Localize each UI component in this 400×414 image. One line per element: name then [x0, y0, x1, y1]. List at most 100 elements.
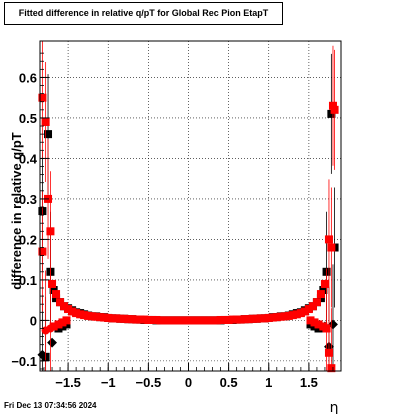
data-point-square [58, 322, 67, 331]
data-point-square [228, 315, 237, 324]
data-point-square [300, 307, 309, 316]
data-point-square [240, 315, 249, 324]
x-tick-label: −1 [101, 375, 116, 390]
data-point-square [288, 311, 297, 320]
data-point-square [116, 314, 125, 323]
data-point-square [327, 364, 336, 373]
data-point-square [108, 314, 117, 323]
data-point-square [80, 311, 89, 320]
data-point-square [52, 294, 61, 303]
data-point-square [236, 315, 245, 324]
data-point-square [220, 315, 229, 324]
data-point-square [272, 313, 281, 322]
data-point-square [252, 314, 261, 323]
data-point-square [156, 316, 165, 325]
data-point-square [192, 316, 201, 325]
data-point-square [124, 315, 133, 324]
data-point-square [112, 314, 121, 323]
data-point-square [180, 316, 189, 325]
data-point-square [248, 314, 257, 323]
data-point-square [54, 320, 63, 329]
data-point-square [132, 315, 141, 324]
data-point-square [62, 316, 71, 325]
data-point-square [310, 318, 319, 327]
data-point-square [58, 318, 67, 327]
data-point-square [49, 322, 58, 331]
data-point-square [308, 302, 317, 311]
data-point-square [310, 322, 319, 331]
data-point-square [128, 315, 137, 324]
y-tick-label: 0.1 [19, 273, 37, 288]
data-point-square [200, 316, 209, 325]
data-point-square [148, 315, 157, 324]
x-axis-label: η [330, 400, 339, 414]
data-marks [37, 41, 339, 373]
data-point-square [224, 315, 233, 324]
data-point-square [168, 316, 177, 325]
data-point-square [316, 294, 325, 303]
data-point-square [144, 315, 153, 324]
data-point-square [196, 316, 205, 325]
y-tick-label: 0.3 [19, 192, 37, 207]
data-point-square [60, 302, 69, 311]
axes: −1.5 −1 −0.5 0 0.5 1 1.5 −0.1 0 0.1 0.2 0.3 0.4 0.5 0.… [11, 52, 334, 390]
y-tick-label: 0.6 [19, 70, 37, 85]
data-point-square [136, 315, 145, 324]
data-point-square [68, 307, 77, 316]
data-point-square [322, 324, 331, 333]
data-point-square [104, 313, 113, 322]
data-point-square [76, 310, 85, 319]
data-point-square [84, 311, 93, 320]
data-point-square [120, 314, 129, 323]
y-tick-label: 0.4 [19, 151, 38, 166]
data-point-square [324, 348, 333, 357]
data-point-square [268, 313, 277, 322]
chart-title: Fitted difference in relative q/pT for G… [4, 2, 283, 25]
data-point-square [312, 298, 321, 307]
data-point-square [330, 105, 339, 114]
data-point-square [184, 316, 193, 325]
data-point-square [276, 312, 285, 321]
x-tick-label: 0.5 [220, 375, 238, 390]
data-point-square [306, 316, 315, 325]
data-point-square [152, 315, 161, 324]
data-point-square [62, 320, 71, 329]
y-tick-label: −0.1 [11, 354, 37, 369]
data-point-square [244, 315, 253, 324]
data-point-square [328, 101, 337, 110]
timestamp: Fri Dec 13 07:34:56 2024 [4, 401, 97, 410]
x-tick-label: 1 [265, 375, 272, 390]
data-point-square [54, 324, 63, 333]
data-point-square [188, 316, 197, 325]
data-point-square [296, 309, 305, 318]
data-point-square [44, 130, 53, 139]
data-point-square [38, 247, 47, 256]
data-point-square [292, 310, 301, 319]
data-point-square [96, 313, 105, 322]
data-point-square [306, 320, 315, 329]
data-point-square [284, 311, 293, 320]
x-tick-label: 1.5 [300, 375, 318, 390]
y-axis-label: difference in relative q/pT [9, 132, 24, 290]
y-tick-label: 0.5 [19, 111, 37, 126]
data-point-square [327, 243, 336, 252]
x-tick-label: −0.5 [136, 375, 162, 390]
data-point-square [48, 279, 57, 288]
data-point-square [46, 227, 55, 236]
data-point-square [164, 316, 173, 325]
data-point-square [212, 316, 221, 325]
data-point-square [160, 316, 169, 325]
data-point-square [49, 286, 58, 295]
data-point-square [38, 93, 47, 102]
data-point-square [260, 314, 269, 323]
data-point-square [324, 235, 333, 244]
data-point-square [64, 305, 73, 314]
data-point-square [176, 316, 185, 325]
data-point-square [208, 316, 217, 325]
x-tick-label: −1.5 [55, 375, 81, 390]
data-point-diamond [47, 337, 57, 348]
data-point-square [56, 298, 65, 307]
data-point-square [314, 320, 323, 329]
data-point-square [92, 312, 101, 321]
